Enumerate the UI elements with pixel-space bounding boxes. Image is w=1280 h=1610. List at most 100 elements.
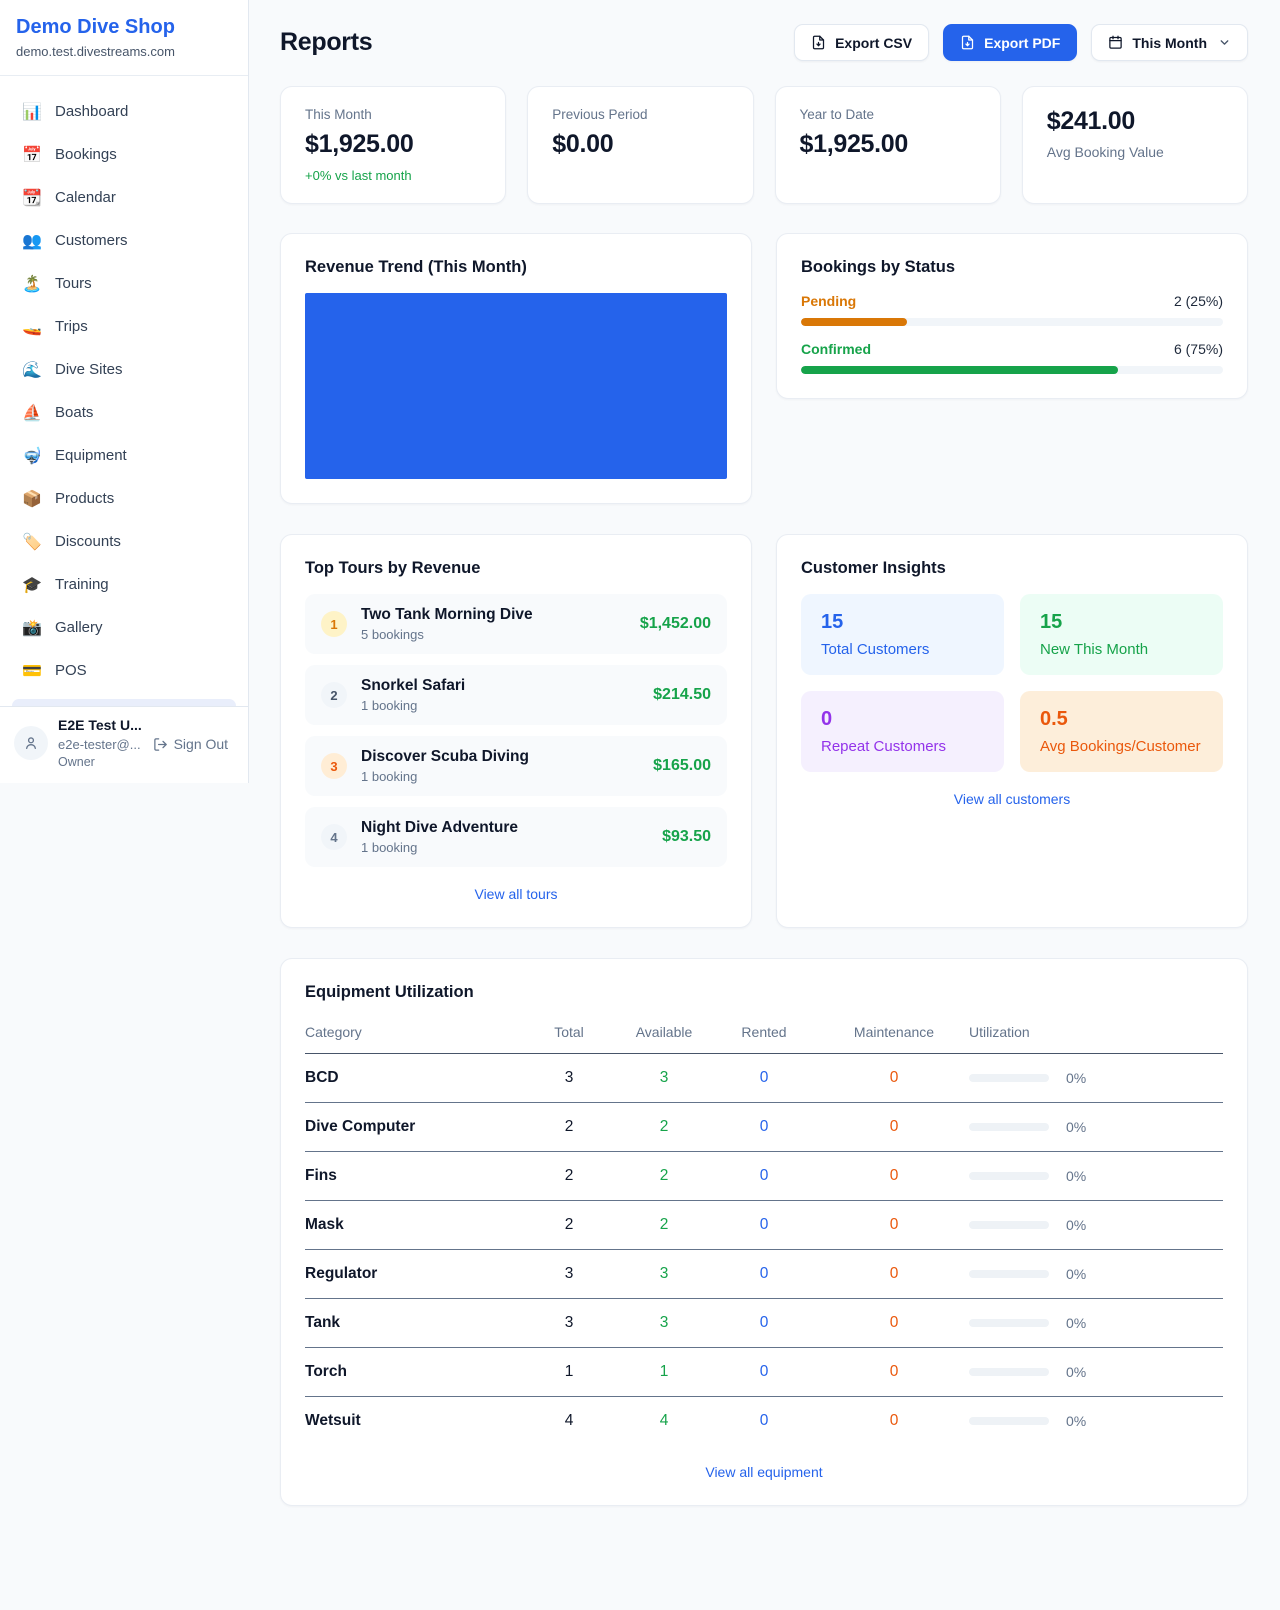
insight-tile-total-customers: 15 Total Customers — [801, 594, 1004, 675]
column-header-category: Category — [305, 1018, 519, 1054]
export-csv-button[interactable]: Export CSV — [794, 24, 930, 61]
tile-label: Repeat Customers — [821, 738, 947, 755]
stats-row: This Month $1,925.00 +0% vs last month Prev… — [280, 86, 1248, 204]
equipment-row-wetsuit: Wetsuit 4 4 0 0 0% — [305, 1397, 1223, 1446]
equipment-total: 2 — [519, 1151, 619, 1201]
insight-tile-avg-bookings-customer: 0.5 Avg Bookings/Customer — [1020, 691, 1223, 772]
rank-badge: 3 — [321, 753, 347, 779]
status-bar-fill — [801, 366, 1118, 374]
sidebar-item-trips[interactable]: 🚤 Trips — [12, 307, 236, 345]
utilization-percent: 0% — [1066, 1265, 1087, 1282]
column-header-available: Available — [619, 1018, 709, 1054]
equipment-utilization-card: Equipment Utilization Category Total Avail… — [280, 958, 1248, 1506]
sign-out-button[interactable]: Sign Out — [153, 736, 228, 752]
tour-main: Two Tank Morning Dive 5 bookings — [361, 606, 626, 642]
view-all-tours-link[interactable]: View all tours — [305, 885, 727, 903]
sidebar-item-label: Discounts — [55, 532, 121, 550]
equipment-total: 3 — [519, 1298, 619, 1348]
tour-revenue: $165.00 — [653, 757, 711, 774]
period-dropdown[interactable]: This Month — [1091, 24, 1248, 61]
calendar-icon — [1109, 35, 1123, 49]
status-group-pending: Pending 2 (25%) — [801, 293, 1223, 326]
utilization-bar — [969, 1367, 1049, 1376]
equipment-total: 3 — [519, 1053, 619, 1103]
header-actions: Export CSV Export PDF This Month — [794, 24, 1248, 61]
utilization-percent: 0% — [1066, 1412, 1087, 1429]
tour-revenue: $214.50 — [653, 686, 711, 703]
user-info: E2E Test U... e2e-tester@... Sign Out Ow… — [58, 717, 234, 769]
export-pdf-button[interactable]: Export PDF — [943, 24, 1078, 61]
tile-value: 0.5 — [1040, 708, 1068, 730]
sidebar-item-calendar[interactable]: 📆 Calendar — [12, 178, 236, 216]
status-bar-fill — [801, 318, 907, 326]
sidebar-item-dashboard[interactable]: 📊 Dashboard — [12, 92, 236, 130]
status-value: 6 (75%) — [1173, 341, 1223, 357]
sidebar-item-boats[interactable]: ⛵ Boats — [12, 393, 236, 431]
sidebar-item-gallery[interactable]: 📸 Gallery — [12, 608, 236, 646]
utilization-percent: 0% — [1066, 1216, 1087, 1233]
column-header-utilization: Utilization — [969, 1018, 1223, 1054]
top-tours-card: Top Tours by Revenue 1 Two Tank Morning D… — [280, 534, 752, 928]
page-title: Reports — [280, 28, 373, 56]
equipment-utilization: 0% — [969, 1298, 1223, 1348]
tour-row-snorkel-safari: 2 Snorkel Safari 1 booking $214.50 — [305, 665, 727, 725]
view-all-customers-link[interactable]: View all customers — [801, 790, 1223, 808]
equipment-utilization-title: Equipment Utilization — [305, 983, 474, 1001]
sidebar-item-label: Gallery — [55, 618, 103, 636]
tour-revenue: $1,452.00 — [639, 615, 711, 632]
sidebar-item-bookings[interactable]: 📅 Bookings — [12, 135, 236, 173]
sidebar: Demo Dive Shop demo.test.divestreams.com… — [0, 0, 249, 783]
utilization-percent: 0% — [1066, 1118, 1087, 1135]
equipment-category: Fins — [305, 1151, 519, 1201]
avatar — [14, 726, 48, 760]
view-all-equipment-link[interactable]: View all equipment — [305, 1463, 1223, 1481]
credit-card-icon: 💳 — [22, 660, 42, 680]
equipment-available: 2 — [619, 1200, 709, 1250]
sidebar-item-label: Bookings — [55, 145, 117, 163]
sidebar-item-discounts[interactable]: 🏷️ Discounts — [12, 522, 236, 560]
equipment-utilization: 0% — [969, 1397, 1223, 1446]
bar-chart-icon: 📊 — [22, 101, 42, 121]
export-csv-label: Export CSV — [835, 34, 913, 51]
equipment-maintenance: 0 — [819, 1347, 969, 1397]
tour-name: Two Tank Morning Dive — [361, 606, 533, 623]
sidebar-item-tours[interactable]: 🏝️ Tours — [12, 264, 236, 302]
sidebar-item-pos[interactable]: 💳 POS — [12, 651, 236, 689]
equipment-rented: 0 — [709, 1151, 819, 1201]
sidebar-nav: 📊 Dashboard 📅 Bookings 📆 Calendar 👥 Customers 🏝️… — [0, 76, 248, 706]
sailboat-icon: ⛵ — [22, 402, 42, 422]
chevron-down-icon — [1220, 40, 1229, 45]
utilization-bar — [969, 1269, 1049, 1278]
stat-value: $241.00 — [1046, 107, 1136, 135]
export-pdf-label: Export PDF — [984, 34, 1061, 51]
customer-insights-title: Customer Insights — [801, 559, 946, 577]
user-name: E2E Test U... — [58, 717, 142, 733]
equipment-category: Torch — [305, 1347, 519, 1397]
charts-row: Revenue Trend (This Month) Bookings by S… — [280, 233, 1248, 504]
sidebar-item-products[interactable]: 📦 Products — [12, 479, 236, 517]
user-footer: E2E Test U... e2e-tester@... Sign Out Ow… — [0, 706, 248, 783]
rank-badge: 4 — [321, 824, 347, 850]
equipment-available: 3 — [619, 1298, 709, 1348]
sidebar-item-customers[interactable]: 👥 Customers — [12, 221, 236, 259]
graduation-cap-icon: 🎓 — [22, 574, 42, 594]
bookings-by-status-title: Bookings by Status — [801, 258, 956, 276]
tours-list: 1 Two Tank Morning Dive 5 bookings $1,452.0… — [305, 594, 727, 867]
period-label: This Month — [1132, 34, 1207, 51]
tour-main: Discover Scuba Diving 1 booking — [361, 748, 639, 784]
equipment-available: 4 — [659, 1412, 669, 1429]
tour-bookings: 5 bookings — [361, 627, 424, 642]
equipment-utilization: 0% — [969, 1151, 1223, 1201]
stat-label: Year to Date — [799, 107, 875, 122]
revenue-trend-title: Revenue Trend (This Month) — [305, 258, 527, 276]
file-download-icon — [961, 35, 974, 50]
sidebar-item-equipment[interactable]: 🤿 Equipment — [12, 436, 236, 474]
sidebar-item-reports-partial[interactable] — [12, 699, 236, 706]
sidebar-item-training[interactable]: 🎓 Training — [12, 565, 236, 603]
stat-label: Avg Booking Value — [1046, 144, 1164, 160]
sidebar-item-dive-sites[interactable]: 🌊 Dive Sites — [12, 350, 236, 388]
tour-row-night-dive-adventure: 4 Night Dive Adventure 1 booking $93.50 — [305, 807, 727, 867]
stat-card-year-to-date: Year to Date $1,925.00 — [774, 86, 1001, 204]
stat-label: Previous Period — [552, 107, 648, 122]
brand-name[interactable]: Demo Dive Shop — [16, 16, 175, 38]
